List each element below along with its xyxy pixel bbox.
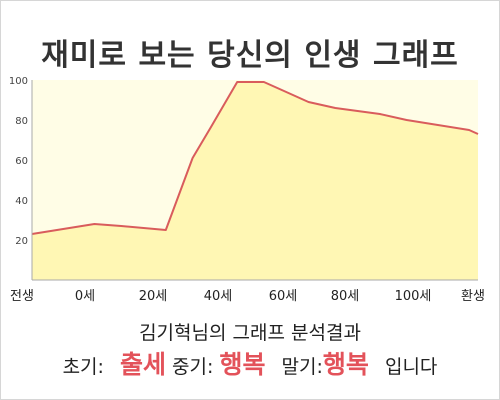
page-title: 재미로 보는 당신의 인생 그래프 xyxy=(41,38,459,73)
early-label: 초기: xyxy=(62,356,104,378)
late-value: 행복 xyxy=(322,350,369,379)
y-tick-label: 40 xyxy=(15,196,28,207)
x-tick-label: 20세 xyxy=(139,289,168,304)
mid-label: 중기: xyxy=(172,356,214,378)
mid-value: 행복 xyxy=(219,350,266,379)
life-line xyxy=(31,81,479,235)
analysis-result: 초기: 출세 중기: 행복 말기:행복 입니다 xyxy=(0,345,500,381)
x-tick-label: 환생 xyxy=(461,289,485,304)
early-value: 출세 xyxy=(119,350,166,379)
x-tick-label: 전생 xyxy=(10,289,34,304)
x-tick-label: 60세 xyxy=(269,289,298,304)
x-tick-label: 100세 xyxy=(395,289,432,304)
x-tick-label: 40세 xyxy=(204,289,233,304)
x-tick-label: 0세 xyxy=(75,289,95,304)
y-tick-label: 100 xyxy=(9,76,28,87)
analysis-subtitle: 김기혁님의 그래프 분석결과 xyxy=(139,322,361,344)
late-label: 말기: xyxy=(281,356,323,378)
y-tick-label: 60 xyxy=(15,156,28,167)
life-area xyxy=(32,82,478,280)
x-tick-label: 80세 xyxy=(331,289,360,304)
result-suffix: 입니다 xyxy=(384,356,438,378)
y-tick-label: 80 xyxy=(15,116,28,127)
y-tick-label: 20 xyxy=(15,236,28,247)
